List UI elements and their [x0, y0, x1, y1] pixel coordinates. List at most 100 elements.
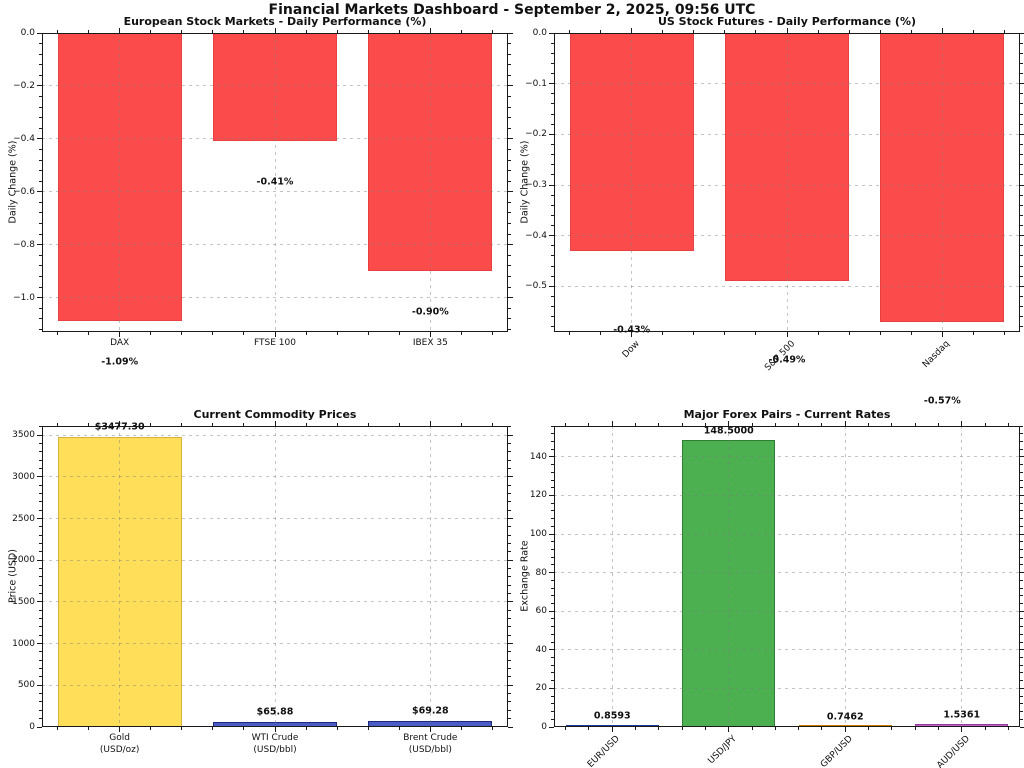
axis-tick [508, 726, 513, 728]
axis-tick [305, 332, 307, 335]
axis-tick [305, 30, 307, 33]
axis-tick [728, 421, 730, 426]
x-tick-label: WTI Crude (USD/bbl) [251, 733, 299, 755]
axis-tick [508, 551, 511, 553]
axis-tick [150, 332, 152, 335]
bar-dow [570, 33, 694, 251]
axis-tick [551, 672, 554, 674]
axis-tick [941, 332, 943, 337]
axis-tick [508, 518, 513, 520]
axis-tick [1020, 626, 1023, 628]
axis-tick [508, 609, 511, 611]
axis-tick [600, 30, 602, 33]
x-tick-label: DAX [110, 338, 130, 348]
axis-tick [635, 423, 637, 426]
axis-tick [631, 332, 633, 337]
axis-tick [1020, 633, 1023, 635]
axis-tick [39, 148, 42, 150]
spine-top [554, 426, 1020, 427]
axis-tick [508, 676, 511, 678]
axis-tick [693, 30, 695, 33]
y-tick-label: 500 [17, 680, 35, 691]
axis-tick [57, 423, 59, 426]
axis-tick [336, 727, 338, 730]
axis-tick [508, 117, 511, 119]
axis-tick [212, 332, 214, 335]
axis-tick [37, 726, 42, 728]
axis-tick [508, 318, 511, 320]
axis-tick [551, 440, 554, 442]
axis-tick [1020, 123, 1023, 125]
axis-tick [1020, 579, 1023, 581]
axis-tick [1020, 42, 1023, 44]
spine-left [554, 426, 555, 727]
axis-tick [879, 30, 881, 33]
axis-tick [984, 727, 986, 730]
axis-tick [1020, 541, 1023, 543]
axis-tick [937, 727, 939, 730]
axis-tick [549, 533, 554, 535]
axis-tick [910, 332, 912, 335]
axis-tick [37, 138, 42, 140]
axis-tick [508, 138, 513, 140]
y-tick-label: 140 [529, 451, 547, 462]
axis-tick [274, 727, 276, 732]
axis-tick [181, 423, 183, 426]
y-tick-label: 2000 [12, 555, 35, 566]
gridline-horizontal [554, 285, 1020, 287]
axis-tick [549, 687, 554, 689]
axis-tick [600, 332, 602, 335]
axis-tick [508, 307, 511, 309]
axis-tick [39, 53, 42, 55]
axis-tick [508, 32, 513, 34]
axis-tick [39, 170, 42, 172]
axis-tick [1020, 672, 1023, 674]
axis-tick [508, 701, 511, 703]
axis-tick [1020, 687, 1024, 689]
axis-tick [398, 332, 400, 335]
axis-tick [1020, 214, 1023, 216]
axis-tick [508, 684, 513, 686]
axis-tick [460, 30, 462, 33]
axis-tick [243, 727, 245, 730]
y-tick-label: 0.0 [20, 28, 35, 38]
axis-tick [508, 159, 511, 161]
axis-tick [1020, 255, 1023, 257]
axis-tick [39, 501, 42, 503]
y-tick-label: 40 [535, 644, 547, 655]
gridline-horizontal [42, 476, 508, 478]
axis-tick [549, 235, 554, 237]
axis-tick [1020, 174, 1023, 176]
y-tick-label: 0 [541, 722, 547, 732]
axis-tick [569, 30, 571, 33]
axis-tick [39, 709, 42, 711]
axis-tick [88, 727, 90, 730]
gridline-horizontal [42, 85, 508, 87]
axis-tick [1020, 680, 1023, 682]
axis-tick [549, 83, 554, 85]
axis-tick [891, 727, 893, 730]
axis-tick [1020, 275, 1023, 277]
axis-tick [551, 73, 554, 75]
axis-tick [508, 53, 511, 55]
bar-usd-jpy [682, 440, 775, 727]
axis-tick [551, 510, 554, 512]
axis-tick [508, 484, 511, 486]
axis-tick [1020, 235, 1024, 237]
axis-tick [508, 191, 513, 193]
axis-tick [551, 164, 554, 166]
axis-tick [972, 332, 974, 335]
axis-tick [549, 649, 554, 651]
y-tick-label: −0.8 [13, 239, 35, 250]
axis-tick [274, 421, 276, 426]
spine-right [507, 33, 508, 332]
axis-tick [37, 559, 42, 561]
bar-ftse-100 [213, 33, 337, 141]
axis-tick [961, 421, 963, 426]
axis-tick [508, 201, 511, 203]
axis-tick [1003, 30, 1005, 33]
axis-tick [1020, 695, 1023, 697]
bar-gold [58, 437, 182, 727]
axis-tick [39, 212, 42, 214]
axis-tick [658, 727, 660, 730]
